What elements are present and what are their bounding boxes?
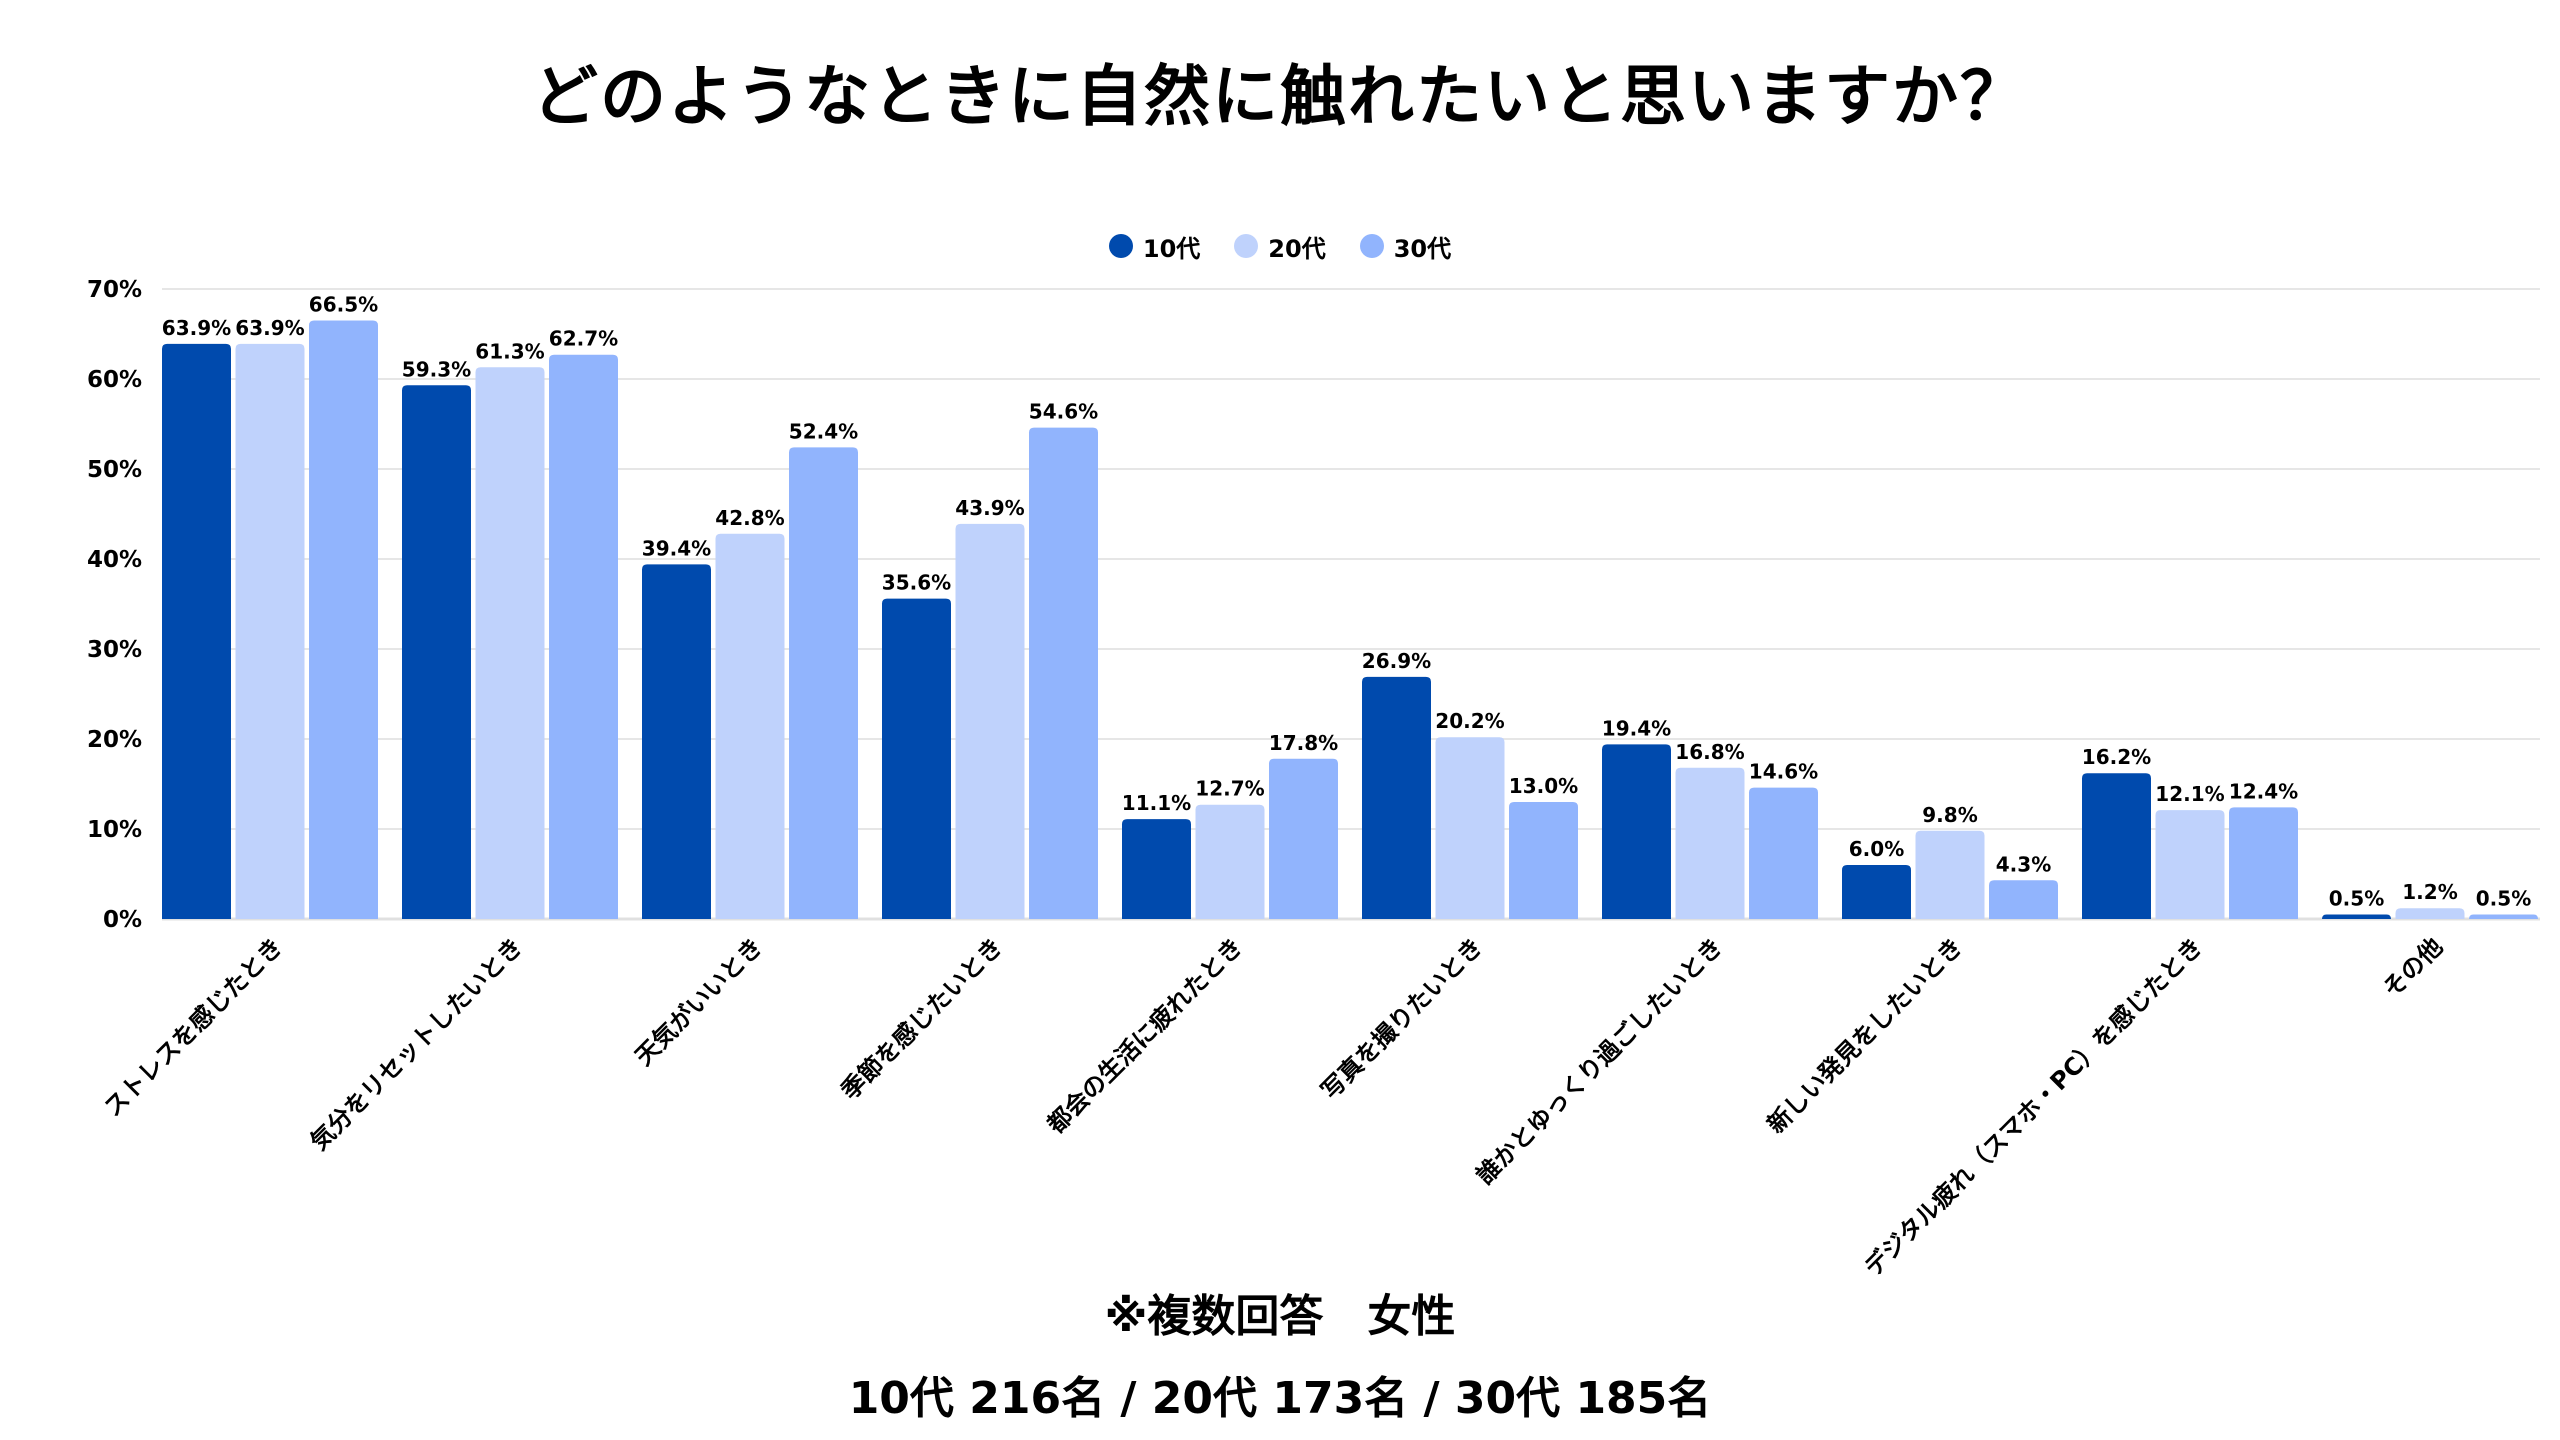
bar [1509, 802, 1578, 919]
data-label: 9.8% [1922, 803, 1977, 827]
y-tick-label: 20% [87, 727, 142, 753]
x-tick-label: 天気がいいとき [630, 932, 769, 1071]
data-label: 0.5% [2329, 887, 2384, 911]
legend-item-10s: 10代 [1108, 229, 1201, 264]
data-label: 12.1% [2155, 782, 2224, 806]
data-labels: 63.9% 63.9%66.5%59.3%61.3%62.7%39.4%42.8%… [162, 293, 2531, 911]
bar [2082, 773, 2151, 919]
bar [1749, 787, 1818, 919]
data-label: 16.2% [2082, 745, 2151, 769]
footer-note: ※複数回答 女性 [1104, 1291, 1456, 1342]
legend-item-30s: 30代 [1359, 229, 1452, 264]
y-tick-label: 60% [87, 367, 142, 393]
bar [1195, 804, 1265, 919]
y-tick-label: 50% [87, 457, 142, 483]
data-label: 4.3% [1996, 852, 2051, 876]
legend-label-30s: 30代 [1393, 234, 1452, 263]
data-label: 16.8% [1675, 740, 1744, 764]
x-axis-labels: ストレスを感じたとき 気分をリセットしたいとき 天気がいいとき 季節を感じたいとき 都会… [99, 932, 2449, 1281]
bar [2469, 914, 2538, 919]
bar [2155, 810, 2225, 919]
data-label: 52.4% [789, 419, 858, 443]
x-tick-label: 写真を撮りたいとき [1316, 932, 1489, 1105]
bar [1989, 880, 2058, 919]
data-label: 13.0% [1509, 774, 1578, 798]
y-tick-label: 40% [87, 547, 142, 573]
bar [1269, 758, 1338, 919]
bar [1675, 767, 1745, 919]
bar [1435, 737, 1505, 919]
legend-swatch-30s [1359, 234, 1384, 258]
bar [2229, 807, 2298, 919]
bar [789, 447, 858, 919]
y-tick-label: 30% [87, 637, 142, 663]
data-label: 54.6% [1029, 400, 1098, 424]
y-axis-ticks: 0% 10% 20% 30% 40% 50% 60% 70% [87, 277, 142, 933]
data-label: 42.8% [715, 506, 784, 530]
data-label: 0.5% [2476, 887, 2531, 911]
bar [309, 320, 378, 919]
data-label: 26.9% [1362, 649, 1431, 673]
x-tick-label: 気分をリセットしたいとき [305, 932, 528, 1155]
x-tick-label: 都会の生活に疲れたとき [1041, 932, 1248, 1139]
bar [2395, 908, 2465, 919]
data-label: 63.9% [235, 316, 304, 340]
bar [402, 385, 471, 919]
data-label: 1.2% [2402, 880, 2457, 904]
footer-sample-size: 10代 216名 / 20代 173名 / 30代 185名 [848, 1373, 1712, 1424]
x-tick-label: 季節を感じたいとき [836, 932, 1009, 1105]
y-tick-label: 0% [103, 907, 142, 933]
bar [162, 343, 231, 919]
data-label: 12.4% [2229, 779, 2298, 803]
data-label: 19.4% [1602, 716, 1671, 740]
data-label: 11.1% [1122, 791, 1191, 815]
data-label: 6.0% [1849, 837, 1904, 861]
bar [2322, 914, 2391, 919]
data-label: 12.7% [1195, 777, 1264, 801]
legend-label-20s: 20代 [1268, 234, 1326, 263]
legend-label-10s: 10代 [1142, 234, 1201, 263]
bar [1915, 830, 1985, 919]
bar [882, 598, 951, 919]
data-label: 14.6% [1749, 760, 1818, 784]
bar [475, 367, 545, 919]
data-label: 66.5% [309, 293, 378, 317]
data-label: 59.3% [402, 357, 471, 381]
bar [955, 523, 1025, 919]
data-label: 39.4% [642, 536, 711, 560]
x-tick-label: ストレスを感じたとき [99, 932, 289, 1122]
data-label: 63.9% [162, 316, 231, 340]
bar [235, 343, 305, 919]
data-label: 61.3% [475, 339, 544, 363]
chart-title: どのようなときに自然に触れたいと思いますか？ [532, 58, 2028, 135]
bar [642, 564, 711, 919]
legend-item-20s: 20代 [1234, 229, 1326, 264]
bars [162, 320, 2538, 919]
x-tick-label: 誰かとゆっくり過ごしたいとき [1471, 932, 1728, 1189]
data-label: 17.8% [1269, 731, 1338, 755]
data-label: 62.7% [549, 327, 618, 351]
bar [1029, 427, 1098, 919]
data-label: 35.6% [882, 571, 951, 595]
y-tick-label: 70% [87, 277, 142, 303]
bar [549, 354, 618, 919]
x-tick-label: その他 [2378, 932, 2449, 1003]
bar [1122, 819, 1191, 919]
data-label: 20.2% [1435, 709, 1504, 733]
legend-swatch-10s [1108, 234, 1133, 258]
bar [715, 533, 785, 919]
x-tick-label: 新しい発見をしたいとき [1762, 932, 1968, 1138]
bar [1842, 865, 1911, 919]
legend-swatch-20s [1234, 234, 1259, 258]
data-label: 43.9% [955, 496, 1024, 520]
legend: 10代 20代 30代 [0, 228, 2560, 264]
bar [1362, 676, 1431, 919]
bar [1602, 744, 1671, 919]
y-tick-label: 10% [87, 817, 142, 843]
